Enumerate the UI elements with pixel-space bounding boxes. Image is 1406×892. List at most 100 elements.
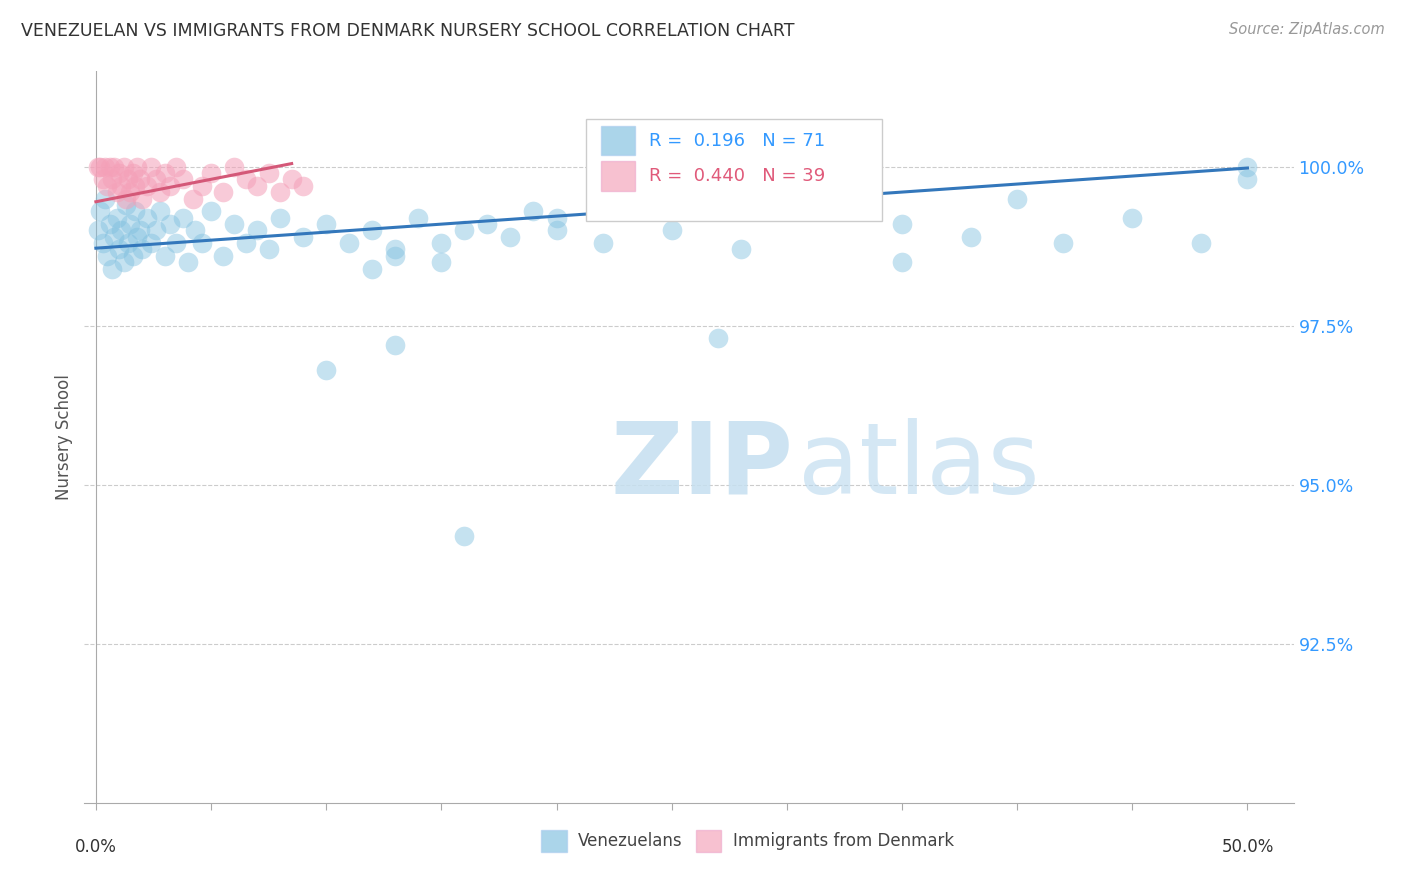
Point xyxy=(246,178,269,193)
Point xyxy=(337,236,360,251)
Point xyxy=(1121,211,1143,225)
Point xyxy=(430,255,453,269)
Point xyxy=(408,211,430,225)
Point xyxy=(145,223,167,237)
Point xyxy=(257,166,280,180)
Text: R =  0.440   N = 39: R = 0.440 N = 39 xyxy=(650,167,825,185)
Point xyxy=(105,211,128,225)
Point xyxy=(89,160,111,174)
Point xyxy=(112,255,135,269)
Point xyxy=(384,249,406,263)
Point xyxy=(131,243,153,257)
Point xyxy=(315,217,337,231)
Point xyxy=(166,236,188,251)
Point xyxy=(821,204,844,219)
Point xyxy=(499,229,522,244)
Point xyxy=(1005,192,1028,206)
Text: Venezuelans: Venezuelans xyxy=(578,831,682,850)
Point xyxy=(110,178,132,193)
Point xyxy=(235,236,257,251)
Point xyxy=(105,185,128,199)
Point xyxy=(98,160,121,174)
Point xyxy=(384,243,406,257)
Point xyxy=(87,223,110,237)
Point xyxy=(121,166,143,180)
Y-axis label: Nursery School: Nursery School xyxy=(55,374,73,500)
Point xyxy=(108,243,131,257)
Point xyxy=(269,211,291,225)
Text: Source: ZipAtlas.com: Source: ZipAtlas.com xyxy=(1229,22,1385,37)
Point xyxy=(453,529,475,543)
Point xyxy=(96,249,118,263)
Point xyxy=(120,217,142,231)
Point xyxy=(191,178,214,193)
Point xyxy=(292,229,315,244)
Point xyxy=(89,204,111,219)
Point xyxy=(101,172,124,186)
Point xyxy=(1189,236,1212,251)
Bar xyxy=(600,161,634,191)
Point xyxy=(661,223,683,237)
Point xyxy=(280,172,302,186)
Point xyxy=(98,217,121,231)
Point xyxy=(522,204,544,219)
Point xyxy=(453,223,475,237)
Point xyxy=(94,160,117,174)
Point xyxy=(127,160,149,174)
Point xyxy=(114,192,136,206)
Point xyxy=(200,166,222,180)
Point xyxy=(592,236,614,251)
Point xyxy=(546,223,568,237)
Point xyxy=(131,192,153,206)
Point xyxy=(117,172,139,186)
Point xyxy=(127,229,149,244)
Text: R =  0.196   N = 71: R = 0.196 N = 71 xyxy=(650,132,825,150)
Point xyxy=(361,261,384,276)
Point xyxy=(211,249,233,263)
Point xyxy=(172,172,194,186)
Point xyxy=(211,185,233,199)
Point xyxy=(706,331,728,345)
Point xyxy=(960,229,983,244)
Point xyxy=(103,229,125,244)
Point xyxy=(181,192,204,206)
Point xyxy=(91,172,114,186)
FancyBboxPatch shape xyxy=(586,119,883,221)
Text: atlas: atlas xyxy=(797,417,1039,515)
Point xyxy=(124,178,146,193)
Point xyxy=(120,185,142,199)
Point xyxy=(103,160,125,174)
Point xyxy=(200,204,222,219)
Point xyxy=(477,217,499,231)
Point xyxy=(384,338,406,352)
Point xyxy=(235,172,257,186)
Point xyxy=(153,249,176,263)
Point xyxy=(166,160,188,174)
Point xyxy=(145,172,167,186)
Point xyxy=(141,236,163,251)
Point xyxy=(96,178,118,193)
Point xyxy=(184,223,207,237)
Point xyxy=(315,363,337,377)
Point xyxy=(124,204,146,219)
Point xyxy=(108,166,131,180)
Point xyxy=(269,185,291,199)
Point xyxy=(135,211,157,225)
Point xyxy=(114,198,136,212)
Point xyxy=(110,223,132,237)
Point xyxy=(117,236,139,251)
Point xyxy=(153,166,176,180)
Point xyxy=(87,160,110,174)
Text: VENEZUELAN VS IMMIGRANTS FROM DENMARK NURSERY SCHOOL CORRELATION CHART: VENEZUELAN VS IMMIGRANTS FROM DENMARK NU… xyxy=(21,22,794,40)
Point xyxy=(891,217,914,231)
Point xyxy=(91,236,114,251)
Point xyxy=(128,172,150,186)
Text: ZIP: ZIP xyxy=(610,417,793,515)
Point xyxy=(257,243,280,257)
Point xyxy=(246,223,269,237)
Point xyxy=(159,178,181,193)
Point xyxy=(430,236,453,251)
Point xyxy=(1236,160,1258,174)
Point xyxy=(135,178,157,193)
Point xyxy=(292,178,315,193)
